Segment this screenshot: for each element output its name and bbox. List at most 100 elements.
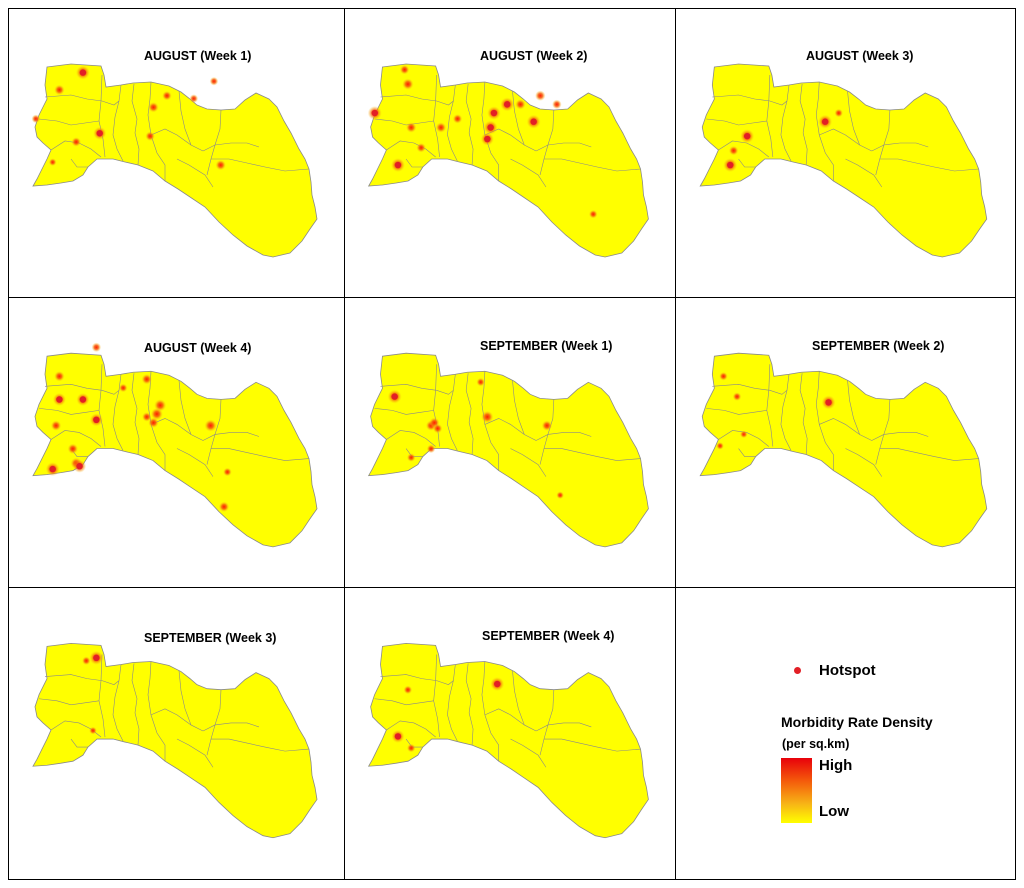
sub-district-boundary [799, 373, 808, 455]
sub-district-boundary [211, 158, 310, 172]
sub-district-boundary [178, 670, 192, 726]
map-panel-aug-w1: AUGUST (Week 1) [8, 8, 346, 299]
hotspot-marker [394, 733, 402, 740]
sub-district-boundary [738, 158, 756, 168]
sub-district-boundary [712, 94, 770, 102]
density-glow [81, 656, 91, 666]
sub-district-boundary [436, 680, 454, 686]
sub-district-boundary [847, 90, 860, 146]
density-glow [31, 114, 41, 124]
legend-hotspot-label: Hotspot [819, 662, 876, 679]
district-map [32, 342, 318, 548]
sub-district-boundary [374, 408, 434, 415]
density-glow [834, 108, 844, 118]
map-grid: AUGUST (Week 1) AUGUST (Week 2) AUGUST (… [8, 8, 1016, 880]
panel-title: SEPTEMBER (Week 3) [144, 631, 277, 645]
sub-district-boundary [819, 128, 872, 152]
sub-district-boundary [815, 81, 834, 181]
district-outline [699, 63, 988, 258]
hotspot-marker [484, 135, 491, 143]
hotspot-marker [93, 654, 100, 662]
panel-title: SEPTEMBER (Week 2) [812, 339, 945, 353]
sub-district-boundary [380, 674, 437, 681]
density-glow [406, 453, 416, 462]
hotspot-marker [487, 124, 494, 131]
sub-district-boundary [101, 680, 120, 686]
sub-district-boundary [380, 94, 437, 102]
density-glow [435, 122, 447, 133]
hotspot-marker [825, 399, 832, 406]
hotspot-marker [391, 393, 398, 400]
panel-title: AUGUST (Week 1) [144, 49, 252, 63]
sub-district-boundary [510, 158, 547, 188]
sub-district-boundary [44, 383, 103, 391]
sub-district-boundary [484, 708, 537, 732]
density-glow [218, 501, 230, 512]
legend-density-title: Morbidity Rate Density [781, 714, 933, 730]
district-outline [367, 642, 649, 839]
density-glow [402, 78, 414, 90]
sub-district-boundary [405, 158, 423, 168]
density-glow [728, 145, 739, 156]
sub-district-boundary [819, 418, 872, 441]
sub-district-boundary [706, 408, 767, 415]
district-map [367, 642, 649, 839]
map-panel-aug-w4: AUGUST (Week 4) [8, 297, 346, 589]
sub-district-boundary [535, 432, 592, 441]
density-gradient-bar [781, 758, 812, 823]
map-panel-aug-w2: AUGUST (Week 2) [344, 8, 677, 299]
sub-district-boundary [481, 661, 499, 762]
sub-district-boundary [98, 654, 106, 738]
sub-district-boundary [447, 664, 458, 742]
sub-district-boundary [176, 738, 214, 768]
legend-panel: Hotspot Morbidity Rate Density (per sq.k… [675, 587, 1016, 880]
sub-district-boundary [380, 383, 437, 391]
hotspot-marker [743, 132, 751, 140]
density-glow [141, 374, 152, 385]
density-glow [406, 122, 417, 133]
density-glow [67, 443, 79, 454]
density-glow [91, 342, 102, 353]
map-panel-sep-w2: SEPTEMBER (Week 2) [675, 297, 1016, 589]
sub-district-boundary [112, 84, 124, 162]
hotspot-marker [503, 101, 511, 108]
sub-district-boundary [131, 663, 140, 746]
sub-district-boundary [543, 738, 641, 752]
density-glow [716, 442, 724, 450]
sub-district-boundary [512, 670, 525, 726]
density-glow [732, 392, 742, 401]
legend-high-label: High [819, 757, 853, 774]
sub-district-boundary [815, 371, 834, 471]
sub-district-boundary [211, 738, 310, 752]
district-outline [367, 63, 649, 258]
hotspot-marker [490, 109, 498, 117]
sub-district-boundary [543, 158, 641, 172]
sub-district-boundary [176, 448, 214, 477]
density-glow [416, 142, 426, 153]
legend-density-unit: (per sq.km) [782, 737, 850, 751]
sub-district-boundary [465, 83, 474, 166]
density-glow [54, 371, 65, 382]
sub-district-boundary [436, 100, 454, 106]
panel-title: AUGUST (Week 3) [806, 49, 914, 63]
sub-district-boundary [50, 430, 102, 447]
sub-district-boundary [879, 448, 979, 461]
hotspot-marker [96, 130, 103, 137]
density-glow [476, 377, 486, 387]
density-glow [588, 209, 598, 219]
region-shapes [699, 352, 988, 548]
sub-district-boundary [386, 720, 436, 738]
sub-district-boundary [845, 448, 883, 477]
hotspot-marker [56, 396, 63, 403]
sub-district-boundary [386, 140, 436, 158]
sub-district-boundary [176, 158, 214, 188]
sub-district-boundary [150, 708, 204, 732]
hotspot-dot-icon [794, 667, 801, 674]
panel-title: SEPTEMBER (Week 1) [480, 339, 613, 353]
sub-district-boundary [510, 448, 547, 477]
density-glow [48, 158, 57, 167]
sub-district-boundary [847, 380, 860, 435]
sub-district-boundary [38, 408, 100, 415]
region-shapes [367, 63, 649, 258]
map-panel-sep-w3: SEPTEMBER (Week 3) [8, 587, 346, 880]
